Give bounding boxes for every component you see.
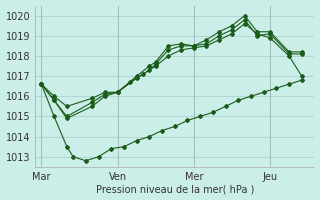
X-axis label: Pression niveau de la mer( hPa ): Pression niveau de la mer( hPa ) [96, 184, 254, 194]
